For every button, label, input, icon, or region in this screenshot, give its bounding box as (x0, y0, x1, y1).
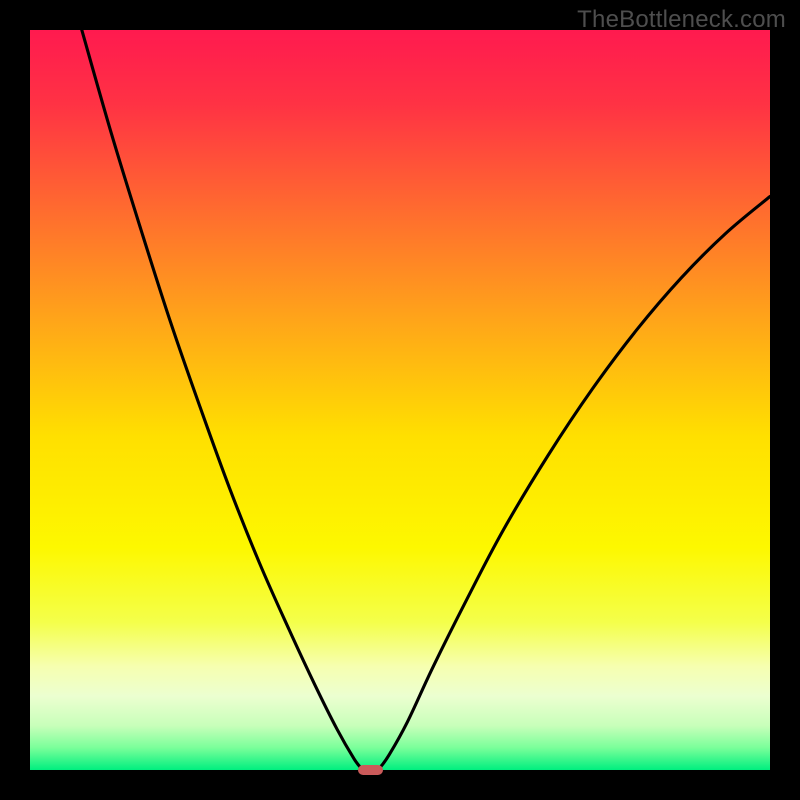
optimum-marker (358, 765, 382, 775)
bottleneck-curve (30, 30, 770, 770)
chart-frame: TheBottleneck.com (0, 0, 800, 800)
plot-area (30, 30, 770, 770)
